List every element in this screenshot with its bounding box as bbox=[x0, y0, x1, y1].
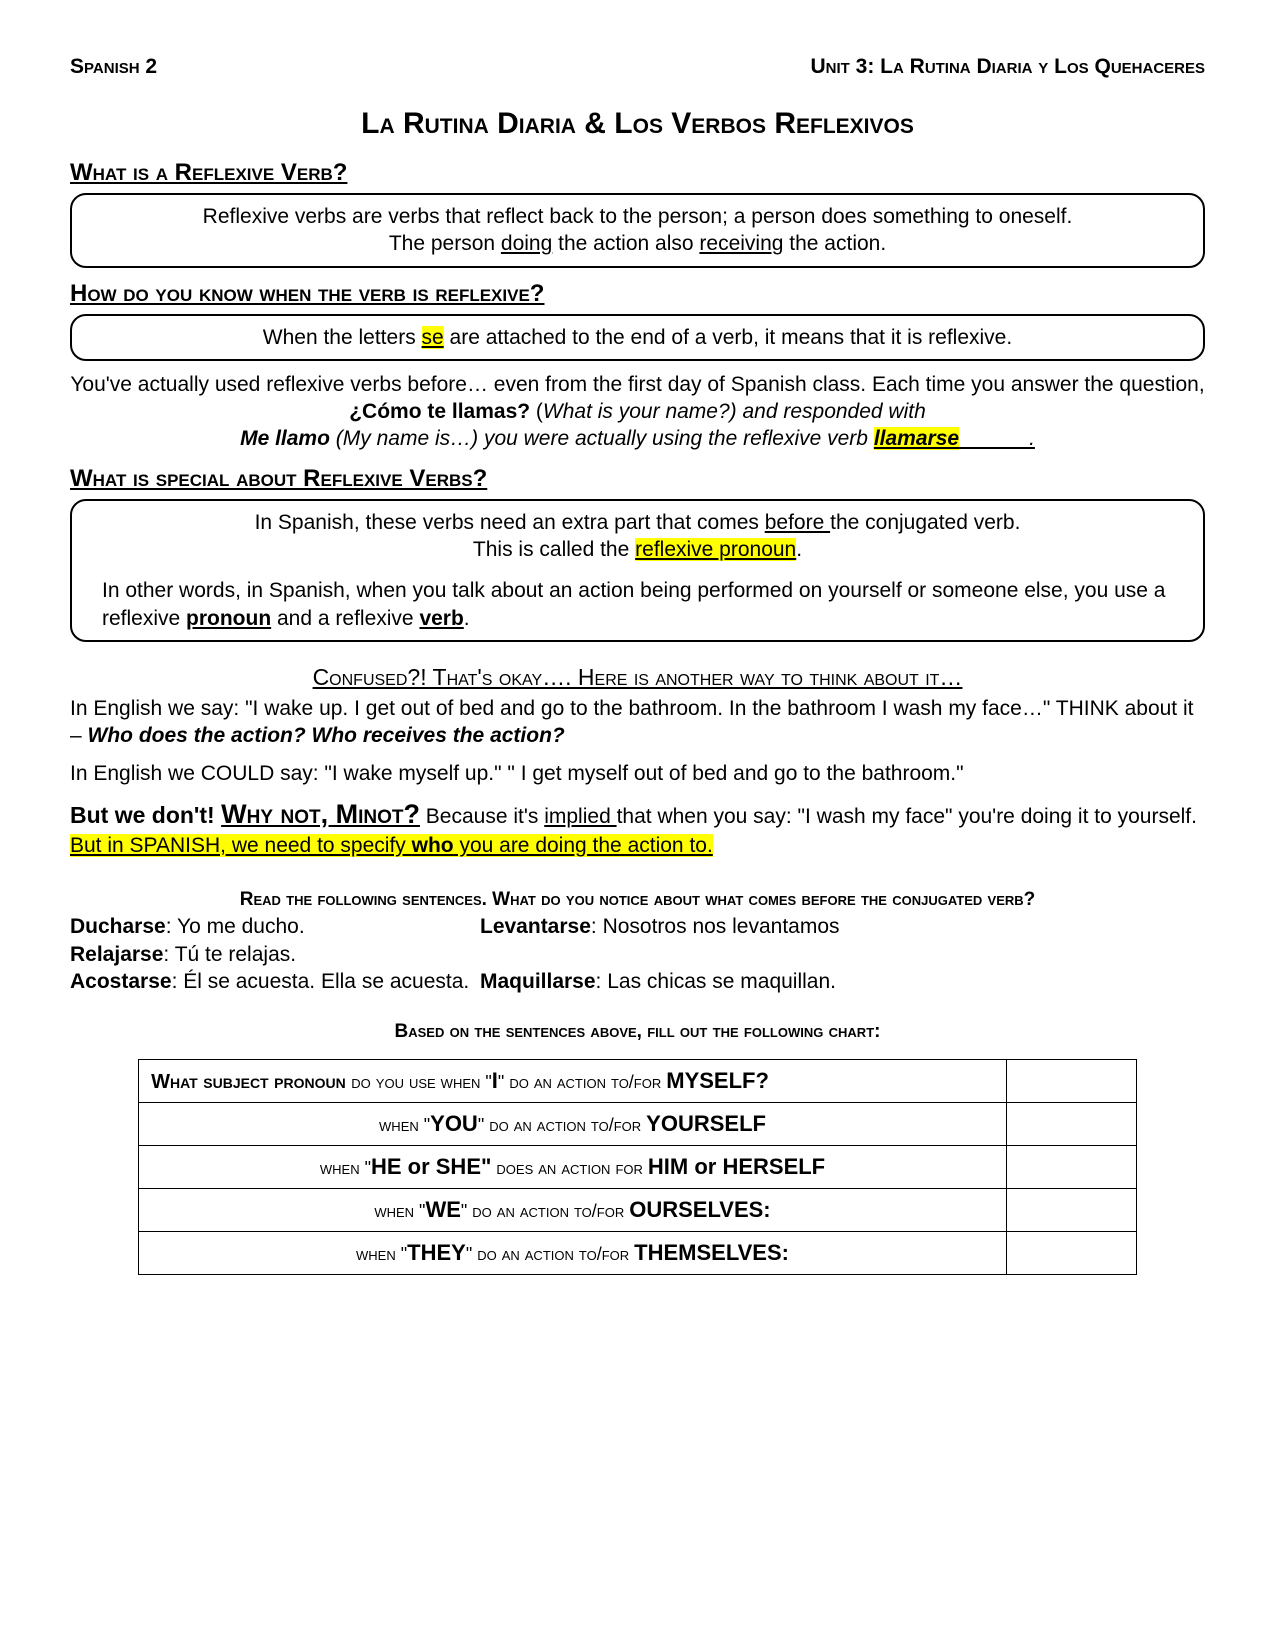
section1-doing: doing bbox=[501, 232, 552, 255]
confused-implied: implied bbox=[544, 805, 616, 828]
section1-heading: What is a Reflexive Verb? bbox=[70, 159, 1205, 187]
section1-receiving: receiving bbox=[699, 232, 783, 255]
page-header: Spanish 2 Unit 3: La Rutina Diaria y Los… bbox=[70, 55, 1205, 79]
section2-box-a: When the letters bbox=[263, 326, 422, 349]
confused-butwedont: But we don't! bbox=[70, 802, 221, 828]
chart-heading: Based on the sentences above, fill out t… bbox=[70, 1021, 1205, 1043]
section2-para: You've actually used reflexive verbs bef… bbox=[70, 371, 1205, 453]
example-row-1: Ducharse: Yo me ducho. Levantarse: Nosot… bbox=[70, 913, 1205, 940]
chart-answer-cell[interactable] bbox=[1006, 1146, 1136, 1189]
ex-levantarse-t: : Nosotros nos levantamos bbox=[591, 915, 840, 938]
chart-answer-cell[interactable] bbox=[1006, 1189, 1136, 1232]
header-right: Unit 3: La Rutina Diaria y Los Quehacere… bbox=[810, 55, 1205, 79]
section3-before: before bbox=[765, 511, 830, 534]
confused-who: Who does the action? Who receives the ac… bbox=[88, 724, 565, 747]
chart-row: when "HE or SHE" does an action for HIM … bbox=[139, 1146, 1137, 1189]
ex-acostarse: Acostarse bbox=[70, 970, 172, 993]
section3-verb: verb bbox=[419, 607, 463, 630]
section2-box-c: are attached to the end of a verb, it me… bbox=[444, 326, 1012, 349]
section3-callout: In Spanish, these verbs need an extra pa… bbox=[70, 499, 1205, 642]
chart-question: when "YOU" do an action to/for YOURSELF bbox=[139, 1103, 1007, 1146]
header-left: Spanish 2 bbox=[70, 55, 157, 79]
section3-l1c: the conjugated verb. bbox=[830, 511, 1020, 534]
chart-answer-cell[interactable] bbox=[1006, 1060, 1136, 1103]
confused-whynot: Why not, Minot? bbox=[221, 799, 420, 829]
example-row-3: Acostarse: Él se acuesta. Ella se acuest… bbox=[70, 968, 1205, 995]
section3-l2a: This is called the bbox=[473, 538, 635, 561]
section2-callout: When the letters se are attached to the … bbox=[70, 314, 1205, 361]
ex-maquillarse: Maquillarse bbox=[480, 970, 596, 993]
section2-se: se bbox=[422, 326, 444, 349]
ex-maquillarse-t: : Las chicas se maquillan. bbox=[596, 970, 836, 993]
section3-refpro: reflexive pronoun bbox=[635, 538, 796, 561]
chart-question: when "THEY" do an action to/for THEMSELV… bbox=[139, 1232, 1007, 1275]
chart-row: What subject pronoun do you use when "I"… bbox=[139, 1060, 1137, 1103]
chart-answer-cell[interactable] bbox=[1006, 1232, 1136, 1275]
section1-callout: Reflexive verbs are verbs that reflect b… bbox=[70, 193, 1205, 268]
section2-p1: You've actually used reflexive verbs bef… bbox=[70, 373, 1204, 396]
section3-pe: . bbox=[464, 607, 470, 630]
ex-levantarse: Levantarse bbox=[480, 915, 591, 938]
confused-heading: Confused?! That's okay…. Here is another… bbox=[70, 664, 1205, 691]
chart-question: when "HE or SHE" does an action for HIM … bbox=[139, 1146, 1007, 1189]
ex-ducharse: Ducharse bbox=[70, 915, 166, 938]
confused-spanish: But in SPANISH, we need to specify who y… bbox=[70, 834, 713, 857]
chart-question: when "WE" do an action to/for OURSELVES: bbox=[139, 1189, 1007, 1232]
pronoun-chart: What subject pronoun do you use when "I"… bbox=[138, 1059, 1137, 1275]
chart-question: What subject pronoun do you use when "I"… bbox=[139, 1060, 1007, 1103]
section2-heading: How do you know when the verb is reflexi… bbox=[70, 280, 1205, 308]
ex-ducharse-t: : Yo me ducho. bbox=[166, 915, 305, 938]
section1-line1: Reflexive verbs are verbs that reflect b… bbox=[203, 205, 1073, 228]
confused-p1: In English we say: "I wake up. I get out… bbox=[70, 695, 1205, 750]
main-title: La Rutina Diaria & Los Verbos Reflexivos bbox=[70, 107, 1205, 141]
confused-p3: But we don't! Why not, Minot? Because it… bbox=[70, 797, 1205, 859]
ex-relajarse-t: : Tú te relajas. bbox=[163, 943, 296, 966]
chart-row: when "WE" do an action to/for OURSELVES: bbox=[139, 1189, 1137, 1232]
confused-p3c: Because it's bbox=[420, 805, 544, 828]
section2-open: ( bbox=[530, 400, 543, 423]
section1-line2a: The person bbox=[389, 232, 501, 255]
section3-l1a: In Spanish, these verbs need an extra pa… bbox=[255, 511, 765, 534]
section3-pc: and a reflexive bbox=[271, 607, 419, 630]
ex-relajarse: Relajarse bbox=[70, 943, 163, 966]
section3-pronoun: pronoun bbox=[186, 607, 271, 630]
chart-row: when "THEY" do an action to/for THEMSELV… bbox=[139, 1232, 1137, 1275]
ex-acostarse-t: : Él se acuesta. Ella se acuesta. bbox=[172, 970, 470, 993]
example-row-2: Relajarse: Tú te relajas. bbox=[70, 941, 1205, 968]
chart-answer-cell[interactable] bbox=[1006, 1103, 1136, 1146]
section3-heading: What is special about Reflexive Verbs? bbox=[70, 465, 1205, 493]
examples-heading: Read the following sentences. What do yo… bbox=[70, 889, 1205, 911]
section2-como: ¿Cómo te llamas? bbox=[349, 400, 530, 423]
section2-what: What is your name?) and responded with bbox=[543, 400, 926, 423]
section1-line2c: the action also bbox=[552, 232, 699, 255]
section2-tail: . bbox=[959, 427, 1035, 450]
section3-l2c: . bbox=[796, 538, 802, 561]
section2-llamarse: llamarse bbox=[874, 427, 959, 450]
confused-p3e: that when you say: "I wash my face" you'… bbox=[617, 805, 1197, 828]
section1-line2e: the action. bbox=[783, 232, 886, 255]
section2-myname: (My name is…) you were actually using th… bbox=[330, 427, 874, 450]
section2-mellamo: Me llamo bbox=[240, 427, 330, 450]
chart-row: when "YOU" do an action to/for YOURSELF bbox=[139, 1103, 1137, 1146]
confused-p2: In English we COULD say: "I wake myself … bbox=[70, 760, 1205, 787]
